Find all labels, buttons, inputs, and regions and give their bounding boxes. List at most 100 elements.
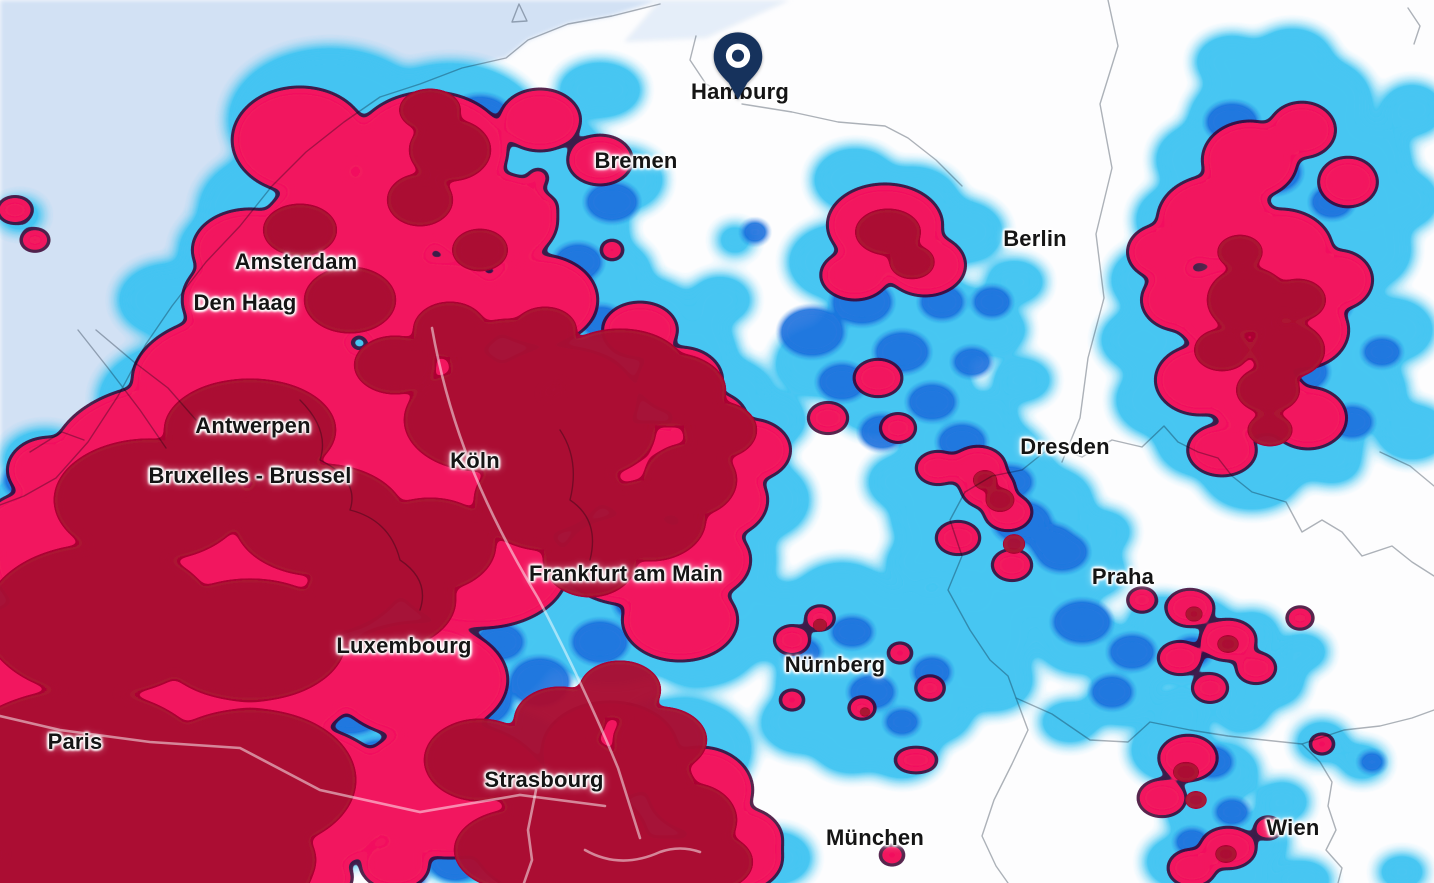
rain-blob bbox=[1248, 415, 1292, 445]
rain-blob bbox=[938, 524, 978, 552]
rain-blob bbox=[400, 90, 460, 130]
rain-blob bbox=[580, 662, 660, 718]
rain-blob bbox=[1140, 782, 1184, 814]
rain-blob bbox=[1185, 607, 1203, 621]
rain-blob bbox=[915, 659, 949, 685]
rain-blob bbox=[1111, 637, 1153, 667]
rain-blob bbox=[1144, 272, 1216, 328]
rain-blob bbox=[1361, 754, 1383, 770]
rain-blob bbox=[388, 175, 452, 225]
rain-blob bbox=[365, 499, 495, 591]
rain-blob bbox=[410, 120, 490, 180]
rain-blob bbox=[955, 350, 989, 374]
rain-blob bbox=[1093, 678, 1131, 706]
sea-shape bbox=[0, 0, 790, 505]
rain-blob bbox=[614, 708, 706, 772]
rain-blob bbox=[540, 199, 556, 211]
rain-blob bbox=[1102, 310, 1182, 370]
rain-blob bbox=[690, 278, 750, 322]
rain-blob bbox=[1160, 644, 1200, 672]
rain-blob bbox=[986, 489, 1014, 511]
rain-blob bbox=[22, 231, 48, 249]
rain-blob bbox=[1003, 535, 1025, 553]
rain-blob bbox=[355, 337, 435, 393]
rain-blob bbox=[922, 287, 962, 317]
rain-blob bbox=[1288, 609, 1312, 627]
rain-blob bbox=[776, 628, 808, 652]
border-line bbox=[1015, 697, 1434, 745]
rain-blob bbox=[1377, 406, 1434, 458]
road-line bbox=[430, 326, 642, 840]
rain-blob bbox=[1173, 763, 1199, 781]
location-pin-icon[interactable] bbox=[710, 30, 766, 102]
rain-blob bbox=[969, 618, 1035, 666]
border-line bbox=[689, 35, 735, 100]
rain-blob bbox=[1238, 655, 1274, 681]
rain-blob bbox=[1190, 427, 1254, 473]
road-line bbox=[522, 788, 538, 883]
rain-blob bbox=[994, 360, 1050, 400]
rain-blob bbox=[1195, 330, 1249, 370]
rain-blob bbox=[833, 619, 871, 645]
rain-blob bbox=[1217, 801, 1247, 823]
rain-blob bbox=[0, 199, 31, 221]
rain-blob bbox=[453, 230, 507, 270]
rain-blob bbox=[1274, 862, 1330, 883]
rain-blob bbox=[1278, 635, 1326, 669]
rain-blob bbox=[1185, 792, 1207, 808]
border-line bbox=[299, 399, 424, 611]
rain-blob bbox=[588, 185, 636, 219]
rain-blob bbox=[1365, 340, 1399, 364]
rain-blob bbox=[450, 320, 570, 400]
rain-blob bbox=[917, 678, 943, 698]
rain-blob bbox=[887, 538, 953, 586]
rain-blob bbox=[1129, 590, 1155, 610]
rain-blob bbox=[1177, 831, 1207, 853]
rain-blob bbox=[856, 210, 920, 254]
rain-blob bbox=[1208, 268, 1288, 332]
pin-dot bbox=[731, 49, 745, 62]
rain-blob bbox=[1380, 857, 1424, 883]
border-line bbox=[947, 491, 1029, 883]
rain-blob bbox=[570, 138, 630, 182]
border-line bbox=[0, 3, 661, 506]
rain-blob bbox=[0, 838, 310, 883]
rain-blob bbox=[335, 625, 505, 735]
rain-blob bbox=[1217, 636, 1239, 652]
rain-blob bbox=[1252, 323, 1324, 377]
rain-blob bbox=[1321, 160, 1375, 204]
rain-blob bbox=[781, 692, 803, 708]
rain-blob bbox=[782, 310, 842, 354]
rain-blob bbox=[235, 465, 405, 575]
rain-blob bbox=[856, 362, 900, 394]
border-line bbox=[77, 329, 167, 449]
road-line bbox=[583, 847, 702, 862]
rain-blob bbox=[668, 834, 752, 883]
border-line bbox=[1379, 451, 1434, 487]
rain-blob bbox=[1042, 703, 1098, 741]
rain-blob bbox=[1367, 172, 1434, 228]
border-line bbox=[511, 3, 528, 23]
border-line bbox=[1301, 743, 1343, 883]
rain-blob bbox=[889, 645, 911, 661]
rain-blob bbox=[1031, 527, 1073, 557]
border-line bbox=[741, 103, 963, 187]
border-line bbox=[29, 431, 85, 453]
rain-blob bbox=[1074, 512, 1130, 552]
border-line bbox=[95, 329, 197, 421]
rain-blob bbox=[1194, 676, 1226, 700]
border-line bbox=[964, 425, 1434, 577]
rain-extreme-layer bbox=[0, 90, 1325, 883]
rain-blob bbox=[812, 619, 828, 631]
rain-blob bbox=[1170, 852, 1214, 883]
rain-blob bbox=[602, 242, 622, 258]
rain-blob bbox=[1237, 368, 1299, 412]
rain-blob bbox=[55, 440, 245, 560]
rain-blob bbox=[502, 92, 578, 148]
rain-blob bbox=[918, 454, 958, 482]
rain-blob bbox=[823, 253, 887, 297]
rain-blob bbox=[910, 386, 954, 418]
